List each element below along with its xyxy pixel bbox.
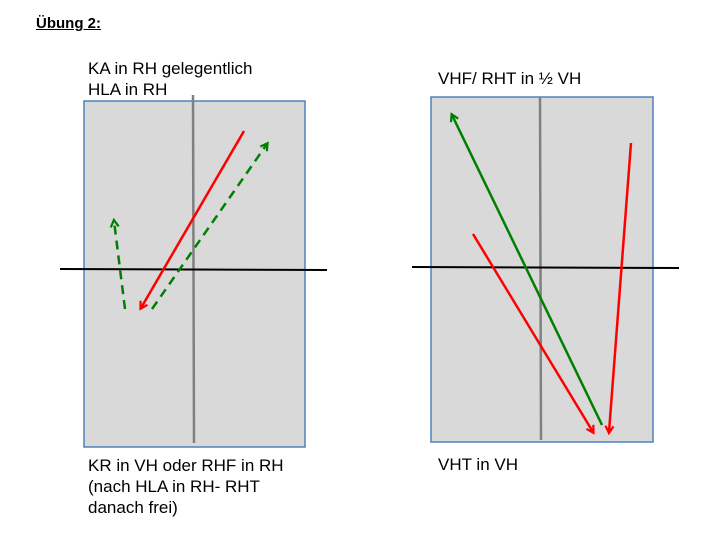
exercise-heading: Übung 2: <box>36 15 101 32</box>
right-arena-diagram <box>411 96 680 443</box>
right-horizontal-axis <box>411 266 680 269</box>
left-top-label: KA in RH gelegentlich HLA in RH <box>88 58 252 100</box>
left-green-dashed-arrow-long <box>150 144 267 310</box>
left-top-label-line-1: KA in RH gelegentlich <box>88 59 253 78</box>
left-bottom-label: KR in VH oder RHF in RH (nach HLA in RH-… <box>88 455 284 518</box>
right-vertical-axis <box>538 96 543 441</box>
left-top-label-line-2: HLA in RH <box>88 80 168 99</box>
right-red-arrow-diagonal <box>471 233 593 432</box>
left-horizontal-axis <box>59 268 328 271</box>
right-arena-box <box>430 96 654 443</box>
right-green-arrow <box>452 115 604 426</box>
left-bottom-label-line-1: KR in VH oder RHF in RH <box>88 456 284 475</box>
right-red-arrow-steep <box>609 142 633 432</box>
right-bottom-label: VHT in VH <box>438 455 518 474</box>
left-red-arrow <box>141 130 246 308</box>
left-bottom-label-line-3: danach frei) <box>88 498 178 517</box>
left-arena-diagram <box>59 94 328 448</box>
left-bottom-label-line-2: (nach HLA in RH- RHT <box>88 477 260 496</box>
right-top-label: VHF/ RHT in ½ VH <box>438 69 582 88</box>
